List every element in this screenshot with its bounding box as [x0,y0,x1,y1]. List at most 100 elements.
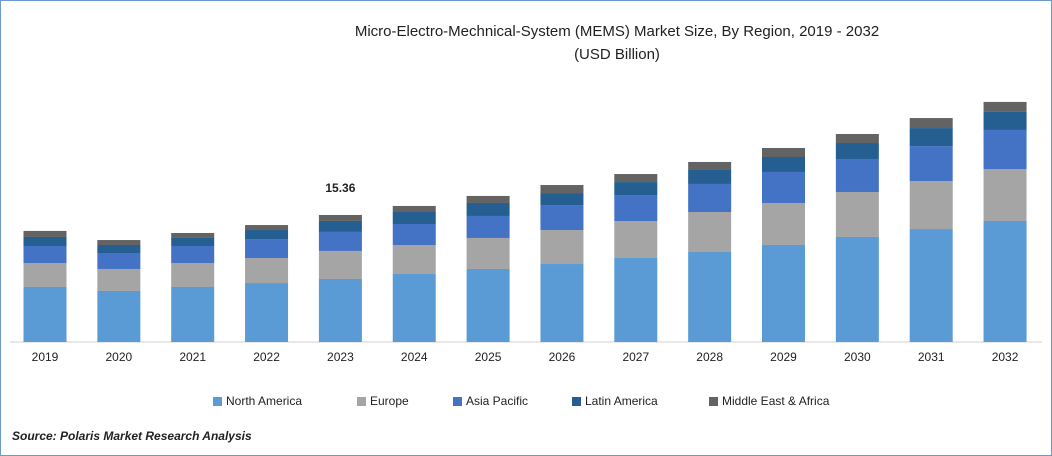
bar-segment [23,245,67,264]
bar-segment [540,264,584,342]
bar-segment [762,147,805,158]
x-tick-label: 2032 [992,350,1019,364]
bar-segment [318,231,362,251]
bar-segment [614,195,658,222]
legend-label: Asia Pacific [466,394,528,408]
bar-segment [97,253,141,269]
bar-segment [392,211,436,224]
x-tick-label: 2019 [32,350,59,364]
bar-segment [245,258,289,284]
bar-segment [835,236,879,342]
bar-segment [762,171,805,203]
bar-segment [540,185,584,194]
bar-segment [909,128,953,147]
bar-segment [466,202,510,216]
bar-segment [540,205,584,231]
bar-segment [97,240,141,245]
legend-label: Europe [370,394,409,408]
bar-segment [835,158,879,192]
bar-segment [466,195,510,203]
legend-swatch [572,397,581,406]
legend-swatch [357,397,366,406]
bar-segment [318,278,362,342]
x-tick-label: 2026 [549,350,576,364]
bar-segment [171,287,215,342]
bar-segment [245,239,289,259]
bar-segment [909,118,953,129]
bar-segment [614,257,658,342]
bar-segment [688,211,732,253]
x-tick-label: 2023 [327,350,354,364]
bar-segment [762,244,805,342]
x-tick-label: 2025 [475,350,502,364]
legend-label: North America [226,394,302,408]
bar-segment [23,230,67,237]
bar-segment [392,205,436,212]
bar-segment [540,193,584,206]
bar-segment [540,230,584,265]
bar-segment [983,221,1027,342]
bar-segment [909,229,953,342]
bar-segment [983,129,1027,169]
x-tick-label: 2024 [401,350,428,364]
bar-segment [171,263,215,288]
bar-segment [392,274,436,342]
bar-segment [23,236,67,246]
bar-segment [97,290,141,342]
bar-segment [688,183,732,212]
x-tick-label: 2031 [918,350,945,364]
bar-segment [171,233,215,238]
x-tick-label: 2027 [622,350,649,364]
legend-label: Latin America [585,394,658,408]
bar-segment [466,268,510,342]
x-tick-label: 2029 [770,350,797,364]
x-tick-label: 2021 [179,350,206,364]
bar-segment [318,214,362,221]
legend-label: Middle East & Africa [722,394,830,408]
bar-segment [466,215,510,238]
bar-segment [614,174,658,183]
bar-segment [614,221,658,258]
bar-segment [983,111,1027,130]
x-tick-label: 2020 [105,350,132,364]
legend-swatch [453,397,462,406]
source: Source: Polaris Market Research Analysis [12,429,252,443]
bar-segment [318,250,362,279]
bar-segment [909,146,953,182]
bar-segment [171,237,215,246]
bar-segment [23,263,67,288]
bar-segment [688,169,732,184]
chart-subtitle: (USD Billion) [574,46,660,63]
bar-segment [688,161,732,170]
bar-segment [614,182,658,196]
bar-segment [835,191,879,237]
bar-segment [688,252,732,342]
bar-segment [97,268,141,291]
bar-segment [97,244,141,254]
bar-segment [466,237,510,269]
bar-segment [392,223,436,245]
bar-segment [762,157,805,172]
bar-segment [245,230,289,240]
bar-segment [909,181,953,230]
legend-swatch [709,397,718,406]
x-tick-label: 2022 [253,350,280,364]
bar-segment [171,245,215,264]
bar-segment [23,287,67,342]
bar-segment [835,143,879,159]
x-tick-label: 2030 [844,350,871,364]
bar-segment [318,220,362,232]
bar-segment [762,202,805,245]
bar-segment [983,101,1027,112]
legend-swatch [213,397,222,406]
bar-segment [835,134,879,144]
bar-segment [245,225,289,231]
bar-segment [392,244,436,275]
chart-title: Micro-Electro-Mechnical-System (MEMS) Ma… [355,23,879,40]
value-label: 15.36 [325,181,355,195]
bar-segment [245,283,289,342]
bar-segment [983,168,1027,222]
x-tick-label: 2028 [696,350,723,364]
